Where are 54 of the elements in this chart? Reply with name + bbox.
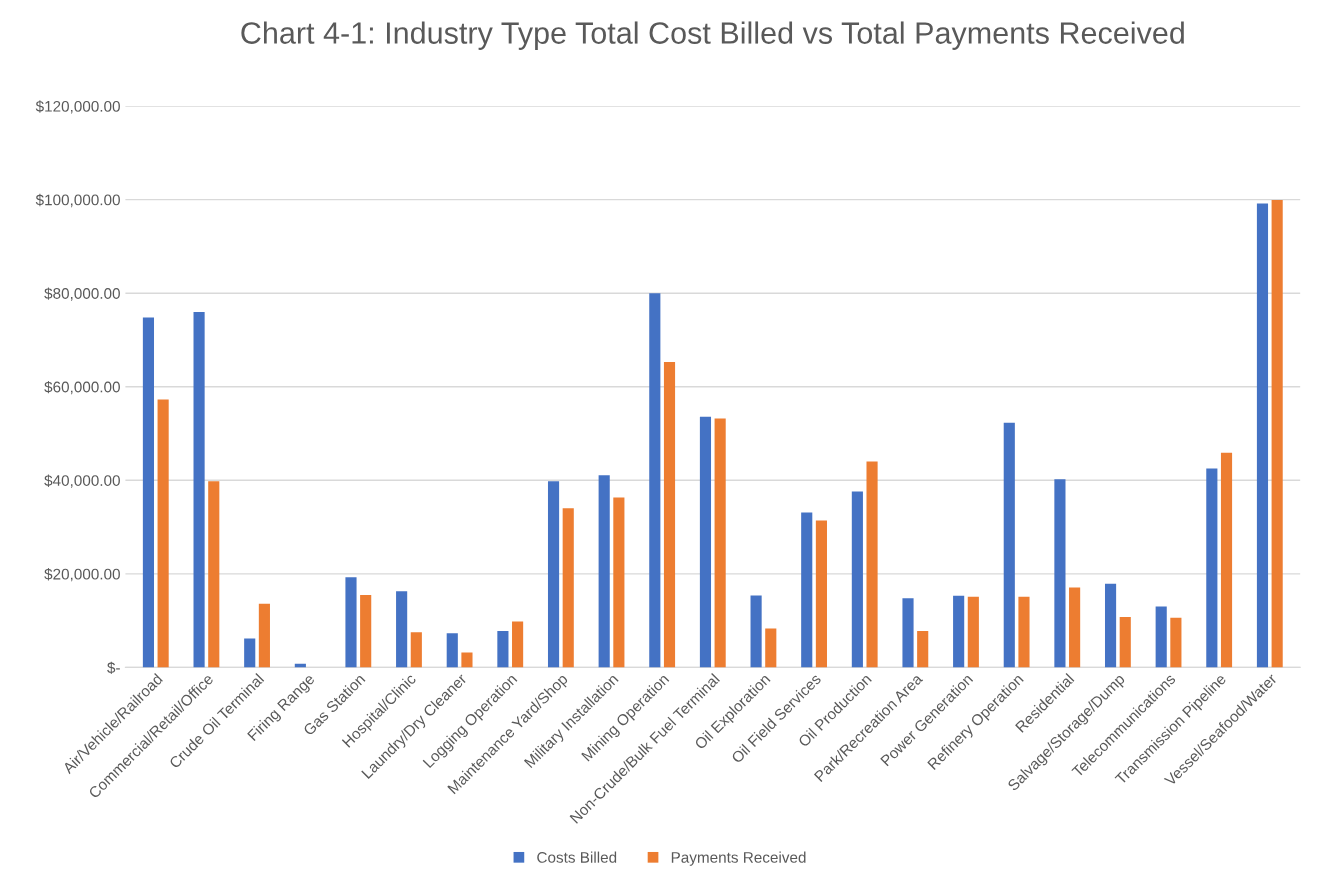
- bar: [815, 520, 827, 668]
- bar: [1119, 616, 1131, 668]
- bar: [244, 638, 256, 668]
- bar: [1104, 583, 1117, 668]
- y-tick-label: $40,000.00: [44, 474, 120, 488]
- bar: [801, 512, 813, 668]
- bar: [917, 630, 929, 668]
- y-tick-label: $-: [107, 661, 120, 675]
- bar: [750, 595, 762, 668]
- y-tick-label: $80,000.00: [44, 287, 120, 301]
- bar: [1003, 422, 1015, 668]
- bar: [902, 598, 914, 668]
- bar: [967, 596, 979, 668]
- bar: [461, 652, 473, 668]
- chart-title: Chart 4-1: Industry Type Total Cost Billed vs Total Payments Received: [241, 21, 1184, 50]
- bar: [497, 630, 509, 668]
- y-tick-label: $120,000.00: [35, 100, 120, 114]
- bar: [547, 481, 560, 668]
- bar: [1271, 200, 1283, 668]
- bar: [396, 591, 408, 668]
- bar: [1170, 617, 1182, 668]
- bar: [613, 497, 625, 668]
- bar: [953, 595, 965, 668]
- bar: [142, 317, 155, 668]
- y-tick-label: $100,000.00: [35, 193, 120, 208]
- bar: [562, 508, 574, 668]
- bar: [714, 418, 726, 668]
- bar: [193, 311, 205, 668]
- legend-label: Costs Billed: [537, 851, 617, 863]
- bar: [446, 633, 458, 668]
- bar: [1155, 606, 1167, 668]
- bar: [157, 399, 169, 668]
- legend-label: Payments Received: [671, 851, 806, 866]
- bar: [699, 416, 712, 668]
- y-tick-label: $20,000.00: [44, 568, 120, 582]
- bar: [649, 293, 661, 668]
- bar: [360, 594, 372, 668]
- bar: [1018, 596, 1030, 668]
- bar: [1256, 203, 1269, 668]
- bar: [866, 461, 878, 668]
- bar: [663, 361, 676, 668]
- y-tick-label: $60,000.00: [44, 380, 120, 395]
- bar: [512, 621, 524, 668]
- bar: [1220, 452, 1233, 668]
- bar: [1206, 468, 1218, 668]
- bar: [1069, 587, 1081, 668]
- bar: [598, 475, 610, 668]
- bar: [345, 577, 357, 668]
- bar: [1054, 479, 1066, 668]
- bar: [765, 628, 777, 668]
- bar: [258, 603, 270, 668]
- bar: [410, 632, 422, 668]
- bar: [208, 481, 220, 668]
- bar: [851, 491, 863, 668]
